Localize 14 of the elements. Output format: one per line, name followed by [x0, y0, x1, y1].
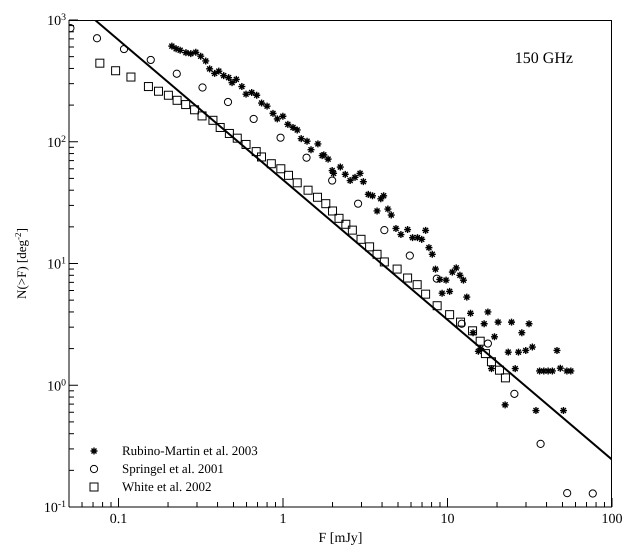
x-axis-title: F [mJy]: [318, 531, 362, 546]
y-tick-label: 10$^{1}$: [47, 255, 66, 272]
legend-label: White et al. 2002: [122, 479, 212, 495]
y-tick-label: 10$^{3}$: [47, 12, 66, 29]
x-tick-label: 10: [440, 512, 455, 527]
y-tick-label: 10$^{0}$: [47, 376, 66, 394]
annotation: 150 GHz: [514, 50, 573, 68]
y-tick-label: 10$^{2}$: [47, 133, 66, 151]
legend-label: Springel et al. 2001: [122, 461, 224, 477]
x-tick-label: 0.1: [110, 512, 128, 527]
legend-label: Rubino-Martin et al. 2003: [122, 443, 258, 459]
x-tick-label: 100: [602, 512, 622, 527]
y-tick-label: 10$^{-1}$: [44, 498, 66, 516]
x-tick-label: 1: [280, 512, 287, 527]
